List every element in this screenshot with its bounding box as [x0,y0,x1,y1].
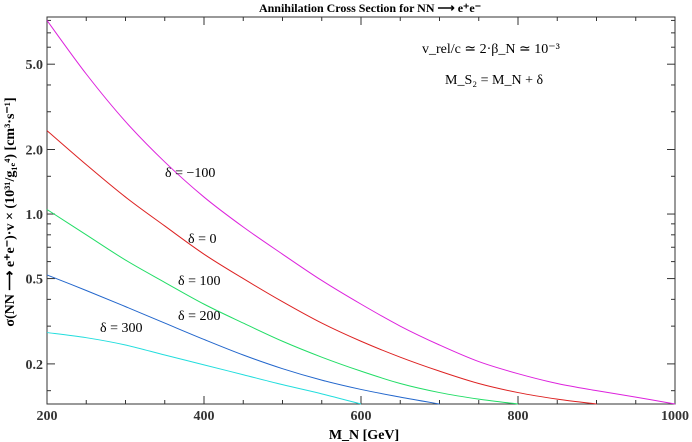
series-line-3 [46,274,440,405]
plot-frame [46,16,676,405]
series-label-2: δ = 100 [178,274,221,289]
series-line-1 [46,130,597,405]
series-curves [46,20,676,405]
y-tick-label: 5.0 [26,58,44,73]
series-line-2 [46,209,519,405]
y-axis-title: σ(NN ⟶ e⁺e⁻)·v × (10³¹/g₁ₑ⁴) [cm³·s⁻¹] [3,97,18,326]
x-tick-label: 400 [194,409,215,424]
series-label-4: δ = 300 [100,321,143,336]
x-tick-label: 800 [508,409,529,424]
series-line-4 [46,332,362,405]
annotation-mass-relation: M_S₂ = M_N + δ [445,73,543,88]
x-tick-label: 600 [351,409,372,424]
series-line-0 [46,20,676,405]
x-axis-title: M_N [GeV] [329,428,399,442]
series-label-1: δ = 0 [188,232,217,247]
series-label-0: δ = −100 [165,166,215,181]
y-tick-label: 1.0 [26,208,44,223]
y-tick-label: 0.5 [26,273,44,288]
y-tick-label: 2.0 [26,144,44,159]
annotation-velocity: v_rel/c ≃ 2·β_N ≃ 10⁻³ [422,42,560,57]
x-tick-label: 1000 [661,409,689,424]
axes: 200 400 600 800 1000 0.2 0.5 1.0 2.0 5.0 [26,16,689,424]
y-tick-label: 0.2 [26,358,44,373]
chart-title: Annihilation Cross Section for NN ⟶ e⁺e⁻ [259,1,481,15]
x-tick-label: 200 [37,409,58,424]
series-labels: δ = −100 δ = 0 δ = 100 δ = 200 δ = 300 [100,166,221,336]
series-label-3: δ = 200 [178,309,221,324]
